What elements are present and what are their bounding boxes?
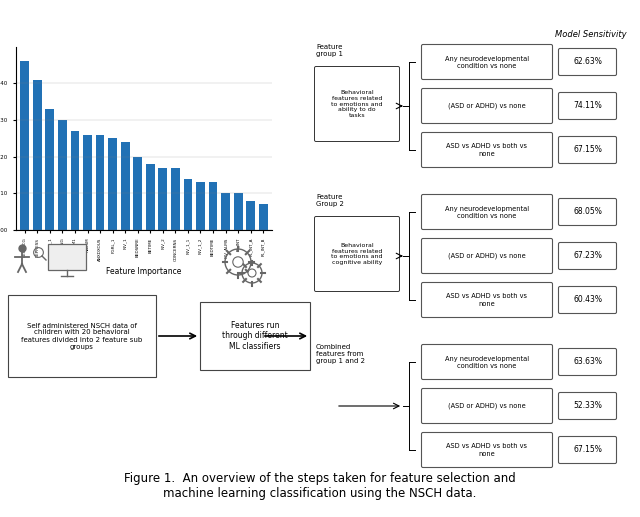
Bar bbox=[196, 183, 205, 230]
Text: Features run
through different
ML classifiers: Features run through different ML classi… bbox=[222, 321, 288, 351]
Bar bbox=[246, 201, 255, 230]
Text: Self administered NSCH data of
children with 20 behavioral
features divided into: Self administered NSCH data of children … bbox=[21, 323, 143, 349]
FancyBboxPatch shape bbox=[559, 136, 616, 163]
Text: ASD vs ADHD vs both vs
none: ASD vs ADHD vs both vs none bbox=[447, 444, 527, 457]
Text: machine learning classification using the NSCH data.: machine learning classification using th… bbox=[163, 487, 477, 500]
Text: Model Sensitivity: Model Sensitivity bbox=[555, 30, 627, 39]
FancyBboxPatch shape bbox=[559, 436, 616, 464]
Text: 52.33%: 52.33% bbox=[573, 402, 602, 410]
Text: Figure 1.  An overview of the steps taken for feature selection and: Figure 1. An overview of the steps taken… bbox=[124, 472, 516, 485]
Text: Any neurodevelopmental
condition vs none: Any neurodevelopmental condition vs none bbox=[445, 205, 529, 219]
Bar bbox=[221, 193, 230, 230]
Bar bbox=[200, 302, 310, 370]
Text: 67.23%: 67.23% bbox=[573, 251, 602, 261]
Bar bbox=[83, 134, 92, 230]
Text: Feature
group 1: Feature group 1 bbox=[316, 44, 343, 57]
Bar bbox=[33, 80, 42, 230]
Text: (ASD or ADHD) vs none: (ASD or ADHD) vs none bbox=[448, 253, 526, 259]
FancyBboxPatch shape bbox=[422, 388, 552, 423]
FancyBboxPatch shape bbox=[559, 199, 616, 225]
FancyBboxPatch shape bbox=[559, 93, 616, 119]
Text: ASD vs ADHD vs both vs
none: ASD vs ADHD vs both vs none bbox=[447, 144, 527, 157]
FancyBboxPatch shape bbox=[314, 67, 399, 142]
Text: 62.63%: 62.63% bbox=[573, 57, 602, 67]
FancyBboxPatch shape bbox=[422, 344, 552, 379]
Text: (ASD or ADHD) vs none: (ASD or ADHD) vs none bbox=[448, 403, 526, 409]
Text: 67.15%: 67.15% bbox=[573, 446, 602, 454]
Text: Any neurodevelopmental
condition vs none: Any neurodevelopmental condition vs none bbox=[445, 55, 529, 68]
Text: Feature
Group 2: Feature Group 2 bbox=[316, 194, 344, 207]
Bar bbox=[8, 295, 156, 377]
Bar bbox=[96, 134, 104, 230]
Bar bbox=[45, 109, 54, 230]
FancyBboxPatch shape bbox=[422, 282, 552, 317]
FancyBboxPatch shape bbox=[559, 49, 616, 75]
FancyBboxPatch shape bbox=[559, 242, 616, 269]
Bar bbox=[58, 120, 67, 230]
FancyBboxPatch shape bbox=[559, 392, 616, 419]
FancyBboxPatch shape bbox=[559, 286, 616, 313]
Bar bbox=[20, 61, 29, 230]
Circle shape bbox=[248, 269, 256, 277]
FancyBboxPatch shape bbox=[422, 194, 552, 230]
Bar bbox=[146, 164, 155, 230]
Bar bbox=[171, 168, 180, 230]
Bar bbox=[121, 142, 129, 230]
Text: (ASD or ADHD) vs none: (ASD or ADHD) vs none bbox=[448, 103, 526, 109]
Text: Combined
features from
group 1 and 2: Combined features from group 1 and 2 bbox=[316, 344, 365, 364]
Text: Any neurodevelopmental
condition vs none: Any neurodevelopmental condition vs none bbox=[445, 356, 529, 369]
Bar bbox=[70, 131, 79, 230]
FancyBboxPatch shape bbox=[314, 217, 399, 292]
Circle shape bbox=[233, 257, 243, 267]
Text: 63.63%: 63.63% bbox=[573, 357, 602, 367]
FancyBboxPatch shape bbox=[422, 433, 552, 467]
Text: 67.15%: 67.15% bbox=[573, 145, 602, 155]
Text: 74.11%: 74.11% bbox=[573, 101, 602, 111]
FancyBboxPatch shape bbox=[422, 88, 552, 124]
Text: Behavioral
features related
to emotions and
cognitive ability: Behavioral features related to emotions … bbox=[332, 243, 383, 265]
Text: Behavioral
features related
to emotions and
ability to do
tasks: Behavioral features related to emotions … bbox=[332, 90, 383, 118]
Bar bbox=[259, 204, 268, 230]
FancyBboxPatch shape bbox=[422, 238, 552, 273]
Bar bbox=[108, 139, 117, 230]
X-axis label: Feature Importance: Feature Importance bbox=[106, 267, 182, 276]
Bar bbox=[48, 244, 86, 270]
Bar bbox=[209, 183, 218, 230]
FancyBboxPatch shape bbox=[422, 132, 552, 168]
FancyBboxPatch shape bbox=[422, 44, 552, 80]
Bar bbox=[184, 179, 192, 230]
Text: 68.05%: 68.05% bbox=[573, 207, 602, 217]
Bar bbox=[133, 157, 142, 230]
Bar bbox=[159, 168, 167, 230]
Text: ASD vs ADHD vs both vs
none: ASD vs ADHD vs both vs none bbox=[447, 294, 527, 307]
Bar bbox=[234, 193, 243, 230]
FancyBboxPatch shape bbox=[559, 348, 616, 375]
Text: 60.43%: 60.43% bbox=[573, 296, 602, 305]
